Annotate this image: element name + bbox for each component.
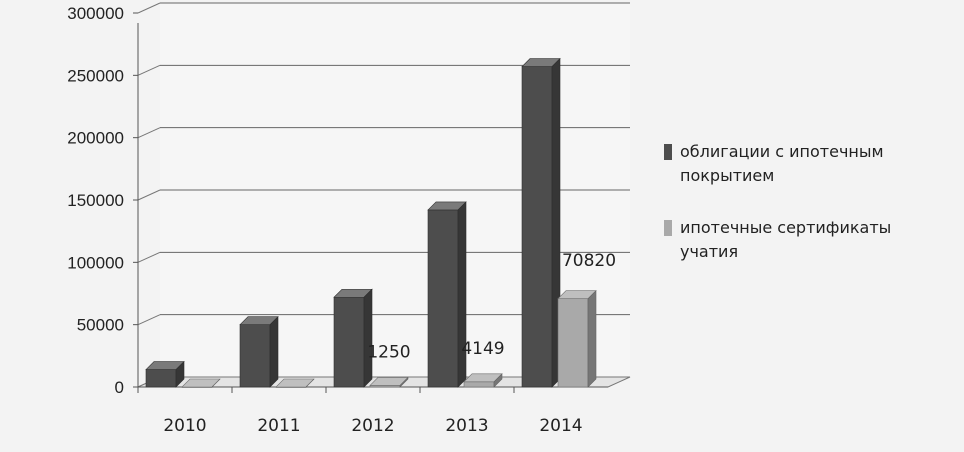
bar-front <box>145 369 177 388</box>
bar-front <box>239 324 271 388</box>
bar-side <box>363 288 373 388</box>
bar-1-2012 <box>333 288 373 388</box>
bar-1-2014 <box>521 57 561 388</box>
legend-label-series-2: ипотечные сертификаты учатия <box>680 218 892 261</box>
bar-1-2010 <box>145 360 185 388</box>
bar-side <box>211 378 221 388</box>
bar-1-2011 <box>239 315 279 388</box>
chart-bars <box>145 57 597 388</box>
y-tick-label: 0 <box>115 378 124 397</box>
legend-item-series-2: ипотечные сертификаты учатия <box>664 216 954 264</box>
data-label-2013: 4149 <box>461 339 504 359</box>
y-axis-tick-labels: 0 50000 100000 150000 200000 250000 300000 <box>67 4 124 397</box>
y-tick-label: 200000 <box>67 129 124 148</box>
legend-item-series-1: облигации с ипотечным покрытием <box>664 140 954 188</box>
bar-2-2012 <box>369 376 409 388</box>
bar-front <box>427 209 459 388</box>
legend-label-series-1: облигации с ипотечным покрытием <box>680 142 884 185</box>
data-labels: 1250 4149 70820 <box>367 251 616 362</box>
gridline-diagonal <box>137 127 161 139</box>
y-tick-label: 100000 <box>67 253 124 272</box>
y-tick-label: 150000 <box>67 191 124 210</box>
y-tick-label: 250000 <box>67 66 124 85</box>
bar-side <box>493 373 503 388</box>
gridline-diagonal <box>137 189 161 201</box>
y-tick-label: 300000 <box>67 4 124 23</box>
bar-front <box>463 381 495 388</box>
legend-swatch-series-2 <box>664 220 672 236</box>
gridline-diagonal <box>137 314 161 326</box>
bar-side <box>399 376 409 388</box>
data-label-2014: 70820 <box>562 251 616 271</box>
legend-swatch-series-1 <box>664 144 672 160</box>
x-tick-label: 2014 <box>539 416 582 436</box>
x-tick-label: 2011 <box>257 416 300 436</box>
x-tick-label: 2012 <box>351 416 394 436</box>
bar-front <box>521 66 553 388</box>
x-tick-label: 2010 <box>163 416 206 436</box>
bar-front <box>557 298 589 388</box>
x-axis-tick-labels: 2010 2011 2012 2013 2014 <box>163 416 582 436</box>
bar-1-2013 <box>427 201 467 388</box>
chart-legend: облигации с ипотечным покрытием ипотечны… <box>664 140 954 292</box>
bar-side <box>269 315 279 388</box>
bar-2-2013 <box>463 373 503 388</box>
y-tick-label: 50000 <box>77 316 124 335</box>
bar-side <box>457 201 467 388</box>
gridline-diagonal <box>137 251 161 263</box>
bar-side <box>175 360 185 388</box>
bar-front <box>333 296 365 388</box>
bar-side <box>305 378 315 388</box>
bar-side <box>587 289 597 388</box>
bar-2-2010 <box>181 378 221 388</box>
x-tick-label: 2013 <box>445 416 488 436</box>
data-label-2012: 1250 <box>367 342 410 362</box>
gridline-diagonal <box>137 2 161 14</box>
gridline-diagonal <box>137 64 161 76</box>
bar-2-2011 <box>275 378 315 388</box>
bar-2-2014 <box>557 289 597 388</box>
